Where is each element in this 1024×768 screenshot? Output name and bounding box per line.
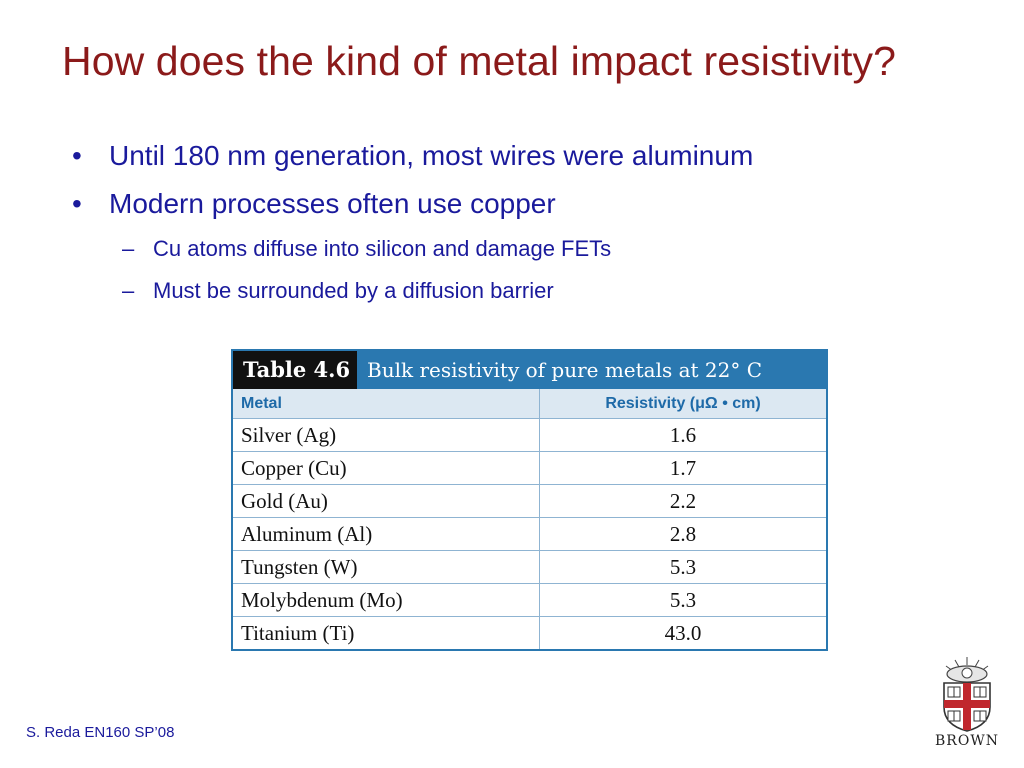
table-row: Gold (Au) 2.2 — [233, 484, 826, 518]
table-header-bar: Table 4.6 Bulk resistivity of pure metal… — [233, 351, 826, 389]
bullet-item: • Modern processes often use copper — [72, 184, 753, 232]
slide-footer: S. Reda EN160 SP’08 — [26, 724, 175, 741]
table-number: Table 4.6 — [233, 351, 357, 389]
bullet-marker: • — [72, 188, 82, 219]
brown-university-crest-icon — [943, 657, 991, 732]
metal-cell: Molybdenum (Mo) — [233, 583, 540, 617]
bullet-item: • Until 180 nm generation, most wires we… — [72, 136, 753, 184]
table-row: Silver (Ag) 1.6 — [233, 418, 826, 452]
metal-cell: Gold (Au) — [233, 484, 540, 518]
brown-wordmark: BROWN — [935, 733, 999, 749]
column-header-row: Metal Resistivity (μΩ • cm) — [233, 389, 826, 419]
metal-cell: Aluminum (Al) — [233, 517, 540, 551]
resistivity-cell: 5.3 — [539, 550, 826, 584]
resistivity-cell: 1.6 — [539, 418, 826, 452]
table-row: Aluminum (Al) 2.8 — [233, 517, 826, 551]
resistivity-cell: 43.0 — [539, 616, 826, 649]
metal-cell: Silver (Ag) — [233, 418, 540, 452]
data-table: Metal Resistivity (μΩ • cm) Silver (Ag) … — [233, 389, 826, 649]
bullet-text: Until 180 nm generation, most wires were… — [109, 140, 754, 171]
sub-bullet-text: Must be surrounded by a diffusion barrie… — [153, 278, 554, 303]
resistivity-cell: 1.7 — [539, 451, 826, 485]
metal-cell: Copper (Cu) — [233, 451, 540, 485]
column-header-metal: Metal — [233, 389, 540, 419]
resistivity-cell: 5.3 — [539, 583, 826, 617]
bullet-text: Modern processes often use copper — [109, 188, 556, 219]
table-row: Titanium (Ti) 43.0 — [233, 616, 826, 649]
sub-bullet-text: Cu atoms diffuse into silicon and damage… — [153, 236, 612, 261]
slide-title: How does the kind of metal impact resist… — [62, 38, 897, 84]
table-caption: Bulk resistivity of pure metals at 22° C — [367, 358, 763, 382]
bullet-marker: • — [72, 140, 82, 171]
resistivity-cell: 2.8 — [539, 517, 826, 551]
table-row: Tungsten (W) 5.3 — [233, 550, 826, 584]
column-header-resistivity: Resistivity (μΩ • cm) — [539, 389, 826, 419]
sub-bullet-item: – Must be surrounded by a diffusion barr… — [72, 274, 753, 316]
brown-logo: BROWN — [924, 655, 1010, 755]
resistivity-table: Table 4.6 Bulk resistivity of pure metal… — [231, 349, 828, 651]
resistivity-cell: 2.2 — [539, 484, 826, 518]
table-row: Molybdenum (Mo) 5.3 — [233, 583, 826, 617]
table-row: Copper (Cu) 1.7 — [233, 451, 826, 485]
sub-bullet-marker: – — [122, 278, 135, 303]
metal-cell: Tungsten (W) — [233, 550, 540, 584]
bullet-list: • Until 180 nm generation, most wires we… — [72, 136, 753, 316]
sub-bullet-marker: – — [122, 236, 135, 261]
metal-cell: Titanium (Ti) — [233, 616, 540, 649]
sub-bullet-item: – Cu atoms diffuse into silicon and dama… — [72, 232, 753, 274]
